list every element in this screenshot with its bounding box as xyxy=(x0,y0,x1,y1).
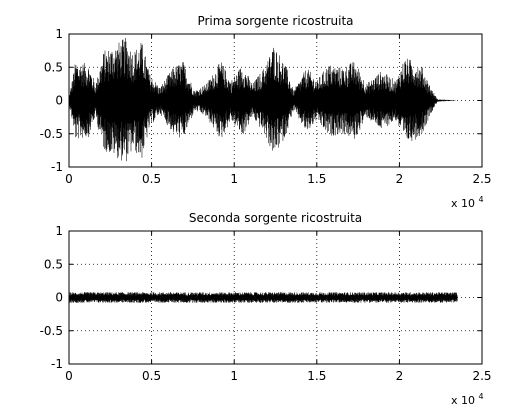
x-tick-label: 0.5 xyxy=(142,172,161,186)
y-tick-label: 0.5 xyxy=(44,60,63,74)
x-tick-label: 1.5 xyxy=(307,172,326,186)
x-tick-label: 1.5 xyxy=(307,369,326,383)
x-tick-label: 2 xyxy=(396,369,404,383)
x-tick-label: 2.5 xyxy=(472,369,491,383)
x-exponent-base: x 10 xyxy=(451,197,475,210)
y-tick-label: -0.5 xyxy=(40,127,63,141)
x-exponent-power: 4 xyxy=(479,195,484,204)
x-exponent-label: x 10 4 xyxy=(451,195,484,210)
x-tick-label: 2.5 xyxy=(472,172,491,186)
plot-panel-seconda: Seconda sorgente ricostruita 0 0.5 1 1.5 2 2.… xyxy=(40,211,492,407)
y-tick-labels: -1 -0.5 0 0.5 1 xyxy=(40,224,63,371)
x-exponent-label: x 10 4 xyxy=(451,392,484,407)
x-tick-label: 0 xyxy=(65,172,73,186)
x-tick-label: 2 xyxy=(396,172,404,186)
x-tick-label: 0 xyxy=(65,369,73,383)
panel-title: Prima sorgente ricostruita xyxy=(197,14,353,28)
x-tick-labels: 0 0.5 1 1.5 2 2.5 xyxy=(65,369,491,383)
plot-panel-prima: Prima sorgente ricostruita 0 0.5 1 1.5 2 2.5 … xyxy=(40,14,492,210)
y-tick-label: -0.5 xyxy=(40,324,63,338)
y-tick-label: -1 xyxy=(51,160,63,174)
y-tick-label: 0 xyxy=(55,94,63,108)
y-tick-label: 1 xyxy=(55,224,63,238)
x-tick-label: 1 xyxy=(230,369,238,383)
x-tick-labels: 0 0.5 1 1.5 2 2.5 xyxy=(65,172,491,186)
tick-marks xyxy=(68,33,483,168)
signal-waveform xyxy=(68,292,458,303)
y-tick-labels: -1 -0.5 0 0.5 1 xyxy=(40,27,63,174)
y-tick-label: 0.5 xyxy=(44,257,63,271)
x-tick-label: 1 xyxy=(230,172,238,186)
tick-marks xyxy=(68,230,483,365)
x-exponent-power: 4 xyxy=(479,392,484,401)
y-tick-label: 0 xyxy=(55,291,63,305)
x-exponent-base: x 10 xyxy=(451,394,475,407)
panel-title: Seconda sorgente ricostruita xyxy=(189,211,362,225)
y-tick-label: 1 xyxy=(55,27,63,41)
y-tick-label: -1 xyxy=(51,357,63,371)
x-tick-label: 0.5 xyxy=(142,369,161,383)
